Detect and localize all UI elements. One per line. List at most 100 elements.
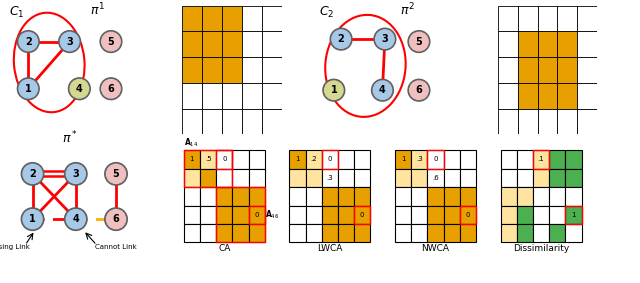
Bar <box>200 205 216 224</box>
Circle shape <box>102 32 120 51</box>
Circle shape <box>19 80 38 98</box>
Bar <box>248 224 265 243</box>
Bar <box>184 224 200 243</box>
Bar <box>248 205 265 224</box>
Circle shape <box>68 78 90 100</box>
Bar <box>182 31 202 57</box>
Text: Dissimilarity: Dissimilarity <box>513 244 569 253</box>
Bar <box>411 187 428 205</box>
Bar <box>289 169 305 187</box>
Circle shape <box>105 163 127 185</box>
Circle shape <box>106 164 125 183</box>
Text: $\pi^1$: $\pi^1$ <box>90 2 105 19</box>
Bar <box>262 109 282 134</box>
Bar <box>322 205 338 224</box>
Text: 5: 5 <box>108 37 115 47</box>
Bar <box>232 224 248 243</box>
Bar <box>395 169 411 187</box>
Circle shape <box>65 163 87 185</box>
Bar <box>222 6 242 31</box>
Circle shape <box>373 81 392 99</box>
Text: 1: 1 <box>330 85 337 95</box>
Bar <box>549 187 565 205</box>
Bar <box>411 224 428 243</box>
Bar <box>498 6 518 31</box>
Bar <box>533 224 549 243</box>
Bar <box>444 205 460 224</box>
Circle shape <box>102 80 120 98</box>
Text: 1: 1 <box>571 212 575 218</box>
Bar <box>395 205 411 224</box>
Text: NWCA: NWCA <box>422 244 449 253</box>
Bar <box>289 224 305 243</box>
Text: CA: CA <box>218 244 230 253</box>
Circle shape <box>70 80 88 98</box>
Circle shape <box>100 78 122 100</box>
Bar <box>184 169 200 187</box>
Bar <box>577 83 597 109</box>
Bar <box>202 57 222 83</box>
Bar <box>248 205 265 224</box>
Text: 1: 1 <box>189 156 194 162</box>
Bar <box>557 31 577 57</box>
Bar <box>232 150 248 169</box>
Text: LWCA: LWCA <box>317 244 342 253</box>
Bar <box>557 57 577 83</box>
Bar <box>549 224 565 243</box>
Text: 0: 0 <box>433 156 438 162</box>
Bar <box>549 150 565 169</box>
Text: 0: 0 <box>328 156 332 162</box>
Text: Cannot Link: Cannot Link <box>95 244 137 250</box>
Bar <box>498 57 518 83</box>
Bar <box>216 224 232 243</box>
Bar <box>248 169 265 187</box>
Bar <box>498 31 518 57</box>
Bar <box>565 169 582 187</box>
Text: .3: .3 <box>416 156 422 162</box>
Bar <box>565 150 582 169</box>
Bar <box>557 6 577 31</box>
Bar <box>338 150 354 169</box>
Bar <box>354 169 371 187</box>
Bar <box>428 187 444 205</box>
Bar <box>577 57 597 83</box>
Bar <box>242 6 262 31</box>
Text: 4: 4 <box>76 84 83 94</box>
Bar <box>538 31 557 57</box>
Bar <box>538 109 557 134</box>
Bar <box>444 224 460 243</box>
Circle shape <box>408 79 430 101</box>
Bar <box>516 150 533 169</box>
Bar <box>222 109 242 134</box>
Bar <box>411 150 428 169</box>
Bar <box>322 150 338 169</box>
Bar <box>248 187 265 205</box>
Bar <box>200 224 216 243</box>
Bar <box>216 205 232 224</box>
Bar <box>182 6 202 31</box>
Circle shape <box>323 79 345 101</box>
Bar <box>533 187 549 205</box>
Bar <box>184 150 232 187</box>
Circle shape <box>332 30 350 48</box>
Bar <box>500 205 516 224</box>
Circle shape <box>59 31 81 52</box>
Bar <box>500 169 516 187</box>
Bar <box>533 150 549 169</box>
Bar <box>538 83 557 109</box>
Bar <box>354 205 371 224</box>
Circle shape <box>106 210 125 229</box>
Text: 6: 6 <box>108 84 115 94</box>
Circle shape <box>67 210 85 229</box>
Bar <box>305 205 322 224</box>
Bar <box>533 205 549 224</box>
Bar <box>518 31 538 57</box>
Circle shape <box>330 28 352 50</box>
Bar <box>411 205 428 224</box>
Text: Missing Link: Missing Link <box>0 244 30 250</box>
Circle shape <box>100 31 122 52</box>
Bar <box>200 187 216 205</box>
Bar <box>202 31 222 57</box>
Text: 4: 4 <box>379 85 386 95</box>
Circle shape <box>105 208 127 230</box>
